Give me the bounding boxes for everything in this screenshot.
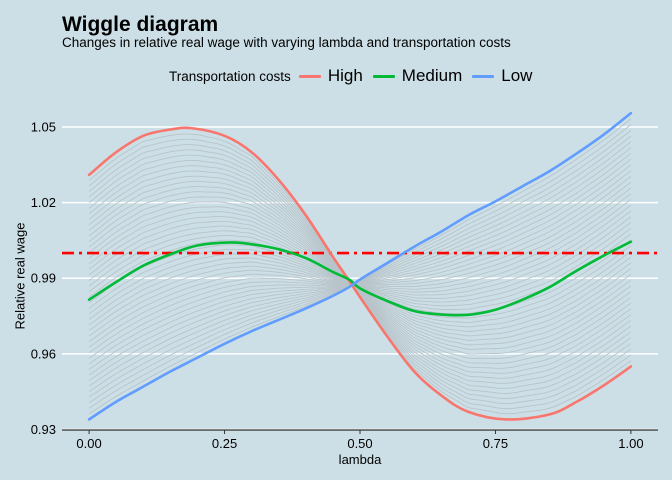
legend-label-high: High — [327, 66, 363, 85]
chart-subtitle: Changes in relative real wage with varyi… — [62, 35, 511, 50]
legend-title: Transportation costs — [169, 68, 291, 84]
band-curve — [88, 216, 632, 320]
x-tick-label: 1.00 — [618, 436, 643, 451]
y-tick-label: 0.96 — [31, 346, 56, 361]
axes: 0.00 0.25 0.50 0.75 1.00 0.93 0.96 0.99 1.02 1.05 — [31, 119, 658, 451]
x-axis-label: lambda — [338, 452, 382, 467]
band-curve — [88, 204, 632, 331]
legend-key-medium — [372, 74, 395, 78]
x-tick-label: 0.50 — [347, 436, 372, 451]
band-curve — [88, 239, 632, 315]
x-tick-label: 0.00 — [76, 436, 101, 451]
y-tick-label: 0.99 — [31, 271, 56, 286]
y-tick-label: 1.02 — [31, 195, 56, 210]
y-tick-label: 1.05 — [31, 119, 56, 134]
legend-key-low — [472, 74, 495, 78]
chart-title: Wiggle diagram — [62, 13, 219, 36]
legend-label-medium: Medium — [401, 66, 463, 85]
x-tick-label: 0.75 — [483, 436, 508, 451]
band-curve — [88, 144, 632, 404]
band-curve — [88, 154, 632, 394]
legend: Transportation costs High Medium Low — [169, 66, 542, 86]
band-curve — [88, 210, 632, 326]
band-curve — [88, 225, 632, 328]
legend-item-medium: Medium — [372, 66, 463, 86]
legend-key-high — [298, 74, 321, 78]
interpolated-curves-band — [88, 118, 632, 415]
series-line-low — [87, 111, 633, 421]
legend-item-high: High — [298, 66, 363, 86]
band-curve — [88, 220, 632, 332]
series-lines — [87, 111, 633, 421]
y-tick-label: 0.93 — [31, 422, 56, 437]
band-curve — [88, 199, 632, 337]
x-tick-label: 0.25 — [212, 436, 237, 451]
legend-label-low: Low — [501, 66, 533, 85]
legend-item-low: Low — [472, 66, 532, 86]
y-axis-label: Relative real wage — [12, 222, 28, 330]
